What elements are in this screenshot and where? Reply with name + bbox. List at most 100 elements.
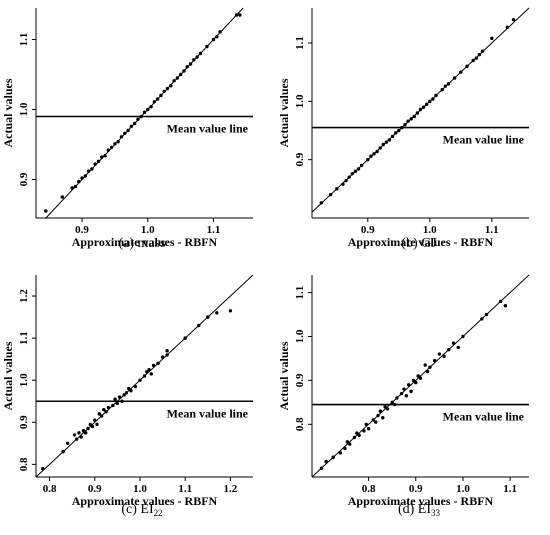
data-point	[116, 140, 120, 144]
data-point	[156, 361, 160, 366]
data-point	[511, 17, 516, 22]
data-point	[362, 429, 366, 433]
x-axis-title: Approximate values - RBFN	[72, 235, 218, 249]
y-tick-label: 1.1	[18, 33, 30, 47]
data-point	[115, 401, 120, 406]
data-point	[96, 159, 101, 163]
data-point	[347, 175, 351, 179]
data-point	[123, 131, 127, 135]
x-tick-label: 1.1	[178, 483, 192, 495]
caption-text: GJ	[421, 236, 437, 251]
data-point	[73, 184, 78, 189]
y-tick-label: 0.9	[18, 415, 30, 429]
data-point	[328, 192, 333, 197]
data-point	[376, 413, 380, 418]
data-point	[60, 195, 65, 199]
data-point	[373, 420, 378, 424]
data-point	[443, 84, 447, 88]
data-point	[106, 405, 111, 410]
y-axis-title: Actual values	[1, 341, 15, 410]
data-point	[431, 97, 435, 101]
data-point	[390, 134, 395, 139]
data-point	[505, 25, 509, 29]
data-point	[93, 418, 97, 422]
data-point	[409, 389, 413, 394]
data-point	[142, 374, 147, 378]
data-point	[383, 405, 387, 409]
data-point	[111, 403, 115, 408]
data-point	[172, 79, 176, 83]
data-point	[198, 51, 203, 56]
data-point	[480, 317, 484, 321]
data-point	[394, 131, 398, 135]
data-point	[83, 174, 88, 178]
data-point	[456, 345, 460, 350]
y-tick-label: 1.0	[294, 329, 306, 343]
data-point	[41, 466, 45, 471]
data-point	[350, 171, 354, 176]
data-point	[418, 107, 423, 112]
panel-caption: (b) GJ	[401, 236, 437, 251]
data-point	[341, 182, 345, 186]
data-point	[93, 162, 97, 166]
data-point	[99, 414, 104, 418]
data-point	[142, 110, 147, 115]
data-point	[344, 178, 348, 183]
y-tick-label: 1.2	[18, 289, 30, 303]
data-point	[151, 363, 156, 368]
data-point	[415, 111, 420, 115]
x-tick-label: 1.0	[133, 483, 147, 495]
y-tick-label: 0.9	[18, 172, 30, 186]
data-point	[61, 450, 65, 454]
data-point	[104, 410, 108, 414]
data-point	[197, 323, 201, 328]
data-point	[238, 13, 242, 17]
y-tick-label: 0.8	[294, 417, 306, 431]
data-point	[319, 466, 324, 470]
data-point	[459, 70, 463, 74]
caption-text: mass	[138, 236, 166, 251]
data-point	[145, 370, 149, 374]
data-point	[188, 62, 193, 66]
data-point	[86, 426, 90, 431]
y-axis-title: Actual values	[1, 78, 15, 147]
data-point	[136, 117, 140, 122]
data-point	[169, 84, 173, 88]
x-tick-label: 1.1	[485, 224, 499, 236]
data-point	[205, 44, 209, 49]
data-point	[425, 102, 429, 106]
data-point	[474, 56, 478, 60]
y-axis-title: Actual values	[277, 78, 291, 147]
data-point	[446, 82, 451, 86]
data-point	[414, 380, 418, 385]
data-point	[465, 64, 469, 69]
y-tick-label: 0.9	[294, 152, 306, 166]
data-point	[434, 93, 438, 98]
data-point	[160, 355, 165, 359]
data-point	[331, 455, 335, 459]
data-point	[79, 435, 83, 439]
data-point	[442, 354, 446, 358]
data-point	[165, 86, 170, 91]
caption-label: (a)	[118, 236, 137, 251]
data-point	[113, 142, 117, 146]
data-point	[206, 315, 210, 319]
data-point	[372, 152, 376, 156]
data-point	[185, 65, 189, 69]
data-point	[122, 393, 126, 397]
caption-label: (d)	[398, 502, 418, 517]
data-point	[498, 299, 503, 304]
data-point	[129, 124, 134, 128]
x-axis-title: Approximate values - RBFN	[348, 235, 494, 249]
chart-panel-4: 0.8 0.9 1.0 1.1 0.8 0.9 1.0 1.1 Approximate valu…	[277, 274, 530, 518]
data-point	[126, 128, 130, 133]
y-tick-label: 1.1	[18, 331, 30, 345]
data-point	[359, 163, 364, 168]
data-point	[97, 412, 101, 416]
data-point	[378, 146, 382, 150]
data-point	[81, 429, 86, 433]
data-point	[192, 58, 196, 62]
data-point	[113, 397, 117, 401]
x-tick-label: 1.0	[423, 224, 437, 236]
